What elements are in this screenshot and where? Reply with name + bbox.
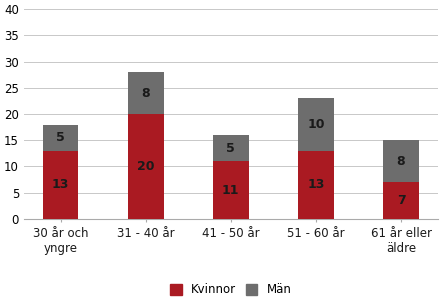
Bar [383, 182, 419, 219]
Text: 8: 8 [141, 87, 150, 99]
Bar [128, 72, 164, 114]
Bar [128, 114, 164, 219]
Text: 11: 11 [222, 184, 240, 197]
Bar [383, 140, 419, 182]
Text: 13: 13 [307, 178, 324, 191]
Text: 10: 10 [307, 118, 325, 131]
Bar [213, 161, 249, 219]
Text: 20: 20 [137, 160, 154, 173]
Text: 5: 5 [226, 142, 235, 155]
Text: 7: 7 [396, 194, 405, 207]
Text: 8: 8 [397, 155, 405, 168]
Legend: Kvinnor, Män: Kvinnor, Män [165, 278, 297, 301]
Bar [298, 98, 334, 151]
Bar [298, 151, 334, 219]
Text: 5: 5 [56, 131, 65, 144]
Bar [213, 135, 249, 161]
Bar [43, 125, 79, 151]
Bar [43, 151, 79, 219]
Text: 13: 13 [52, 178, 69, 191]
